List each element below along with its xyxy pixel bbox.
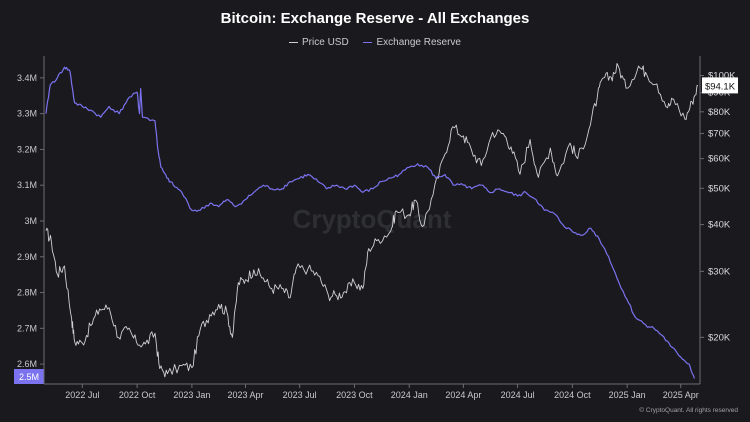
right-tick-label: $80K [708, 107, 731, 118]
copyright-footer: © CryptoQuant. All rights reserved [639, 407, 738, 414]
legend-item-reserve[interactable]: Exchange Reserve [363, 37, 461, 48]
x-tick-label: 2025 Jan [609, 390, 646, 400]
x-tick-label: 2022 Jul [65, 390, 99, 400]
x-tick-label: 2023 Jan [173, 390, 210, 400]
x-tick-label: 2023 Oct [336, 390, 373, 400]
legend-label-reserve: Exchange Reserve [376, 37, 461, 48]
right-tick-label: $50K [708, 183, 731, 194]
left-tick-label: 3.1M [17, 180, 37, 190]
left-tick-label: 3.3M [17, 109, 37, 119]
price-current-label: $94.1K [705, 81, 736, 92]
current-value-badges: 2.5M $94.1K [14, 77, 738, 384]
watermark-text: CryptoQuant [293, 204, 452, 234]
x-tick-label: 2024 Oct [554, 390, 591, 400]
right-tick-label: $40K [708, 220, 731, 231]
x-tick-label: 2024 Jan [391, 390, 428, 400]
series-line-reserve [45, 66, 695, 379]
x-axis: 2022 Jul 2022 Oct 2023 Jan 2023 Apr 2023 Jul… [65, 384, 699, 400]
x-tick-label: 2024 Apr [445, 390, 481, 400]
legend-label-price: Price USD [302, 37, 349, 48]
x-tick-label: 2022 Oct [119, 390, 156, 400]
series-line-price [45, 62, 699, 378]
right-tick-label: $20K [708, 332, 731, 343]
legend-item-price[interactable]: Price USD [289, 37, 349, 48]
right-tick-label: $30K [708, 266, 731, 277]
price-current-badge [702, 77, 738, 94]
reserve-current-label: 2.5M [19, 372, 39, 382]
left-tick-label: 3M [24, 216, 37, 226]
left-tick-label: 3.4M [17, 73, 37, 83]
series-layer [45, 62, 699, 379]
left-tick-label: 2.9M [17, 252, 37, 262]
right-axis: $100K$90K$80K$70K$60K$50K$40K$30K$20K [700, 71, 736, 343]
right-tick-label: $70K [708, 129, 731, 140]
right-tick-label: $100K [708, 71, 736, 82]
chart-title: Bitcoin: Exchange Reserve - All Exchange… [220, 10, 530, 27]
chart-legend: Price USD Exchange Reserve [0, 37, 750, 48]
left-tick-label: 2.7M [17, 323, 37, 333]
right-tick-label: $60K [708, 154, 731, 165]
legend-swatch-reserve [363, 41, 373, 44]
left-axis: 3.4M 3.3M 3.2M 3.1M 3M 2.9M 2.8M 2.7M 2.6M [17, 73, 44, 369]
x-tick-label: 2023 Jul [283, 390, 317, 400]
x-tick-label: 2024 Jul [501, 390, 535, 400]
legend-swatch-price [289, 41, 299, 44]
left-tick-label: 2.8M [17, 288, 37, 298]
x-tick-label: 2023 Apr [227, 390, 263, 400]
x-tick-label: 2025 Apr [663, 390, 699, 400]
left-tick-label: 3.2M [17, 144, 37, 154]
reserve-current-badge [14, 369, 44, 384]
left-tick-label: 2.6M [17, 359, 37, 369]
